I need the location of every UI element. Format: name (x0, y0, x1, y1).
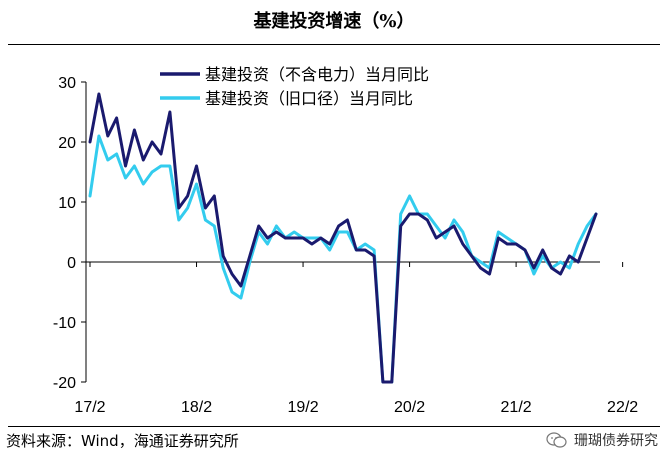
legend-label: 基建投资（旧口径）当月同比 (205, 89, 413, 108)
x-tick-label: 21/2 (501, 399, 532, 416)
y-tick-label: -20 (53, 375, 76, 392)
y-tick-label: 20 (58, 135, 76, 152)
x-tick-label: 20/2 (394, 399, 425, 416)
top-rule (8, 44, 660, 45)
y-tick-label: 10 (58, 195, 76, 212)
wechat-icon (546, 432, 567, 448)
source-note: 资料来源：Wind，海通证券研究所 (6, 432, 239, 450)
series-line-old-basis (88, 134, 598, 384)
watermark-text: 珊瑚债券研究 (574, 433, 658, 449)
legend-label: 基建投资（不含电力）当月同比 (205, 65, 429, 84)
x-tick-label: 19/2 (287, 399, 318, 416)
chart-title: 基建投资增速（%） (253, 11, 415, 32)
line-chart: -20 -10 0 10 20 30 17/2 18/2 19/2 20/2 21/2 22/2 基建… (53, 65, 638, 416)
x-tick-label: 18/2 (181, 399, 212, 416)
bottom-rule (8, 426, 660, 427)
y-tick-label: -10 (53, 315, 76, 332)
series-line-ex-power (88, 92, 598, 384)
y-tick-label: 0 (67, 255, 76, 272)
x-tick-label: 22/2 (607, 399, 638, 416)
y-tick-label: 30 (58, 75, 76, 92)
x-tick-label: 17/2 (74, 399, 105, 416)
watermark: 珊瑚债券研究 (546, 430, 658, 450)
